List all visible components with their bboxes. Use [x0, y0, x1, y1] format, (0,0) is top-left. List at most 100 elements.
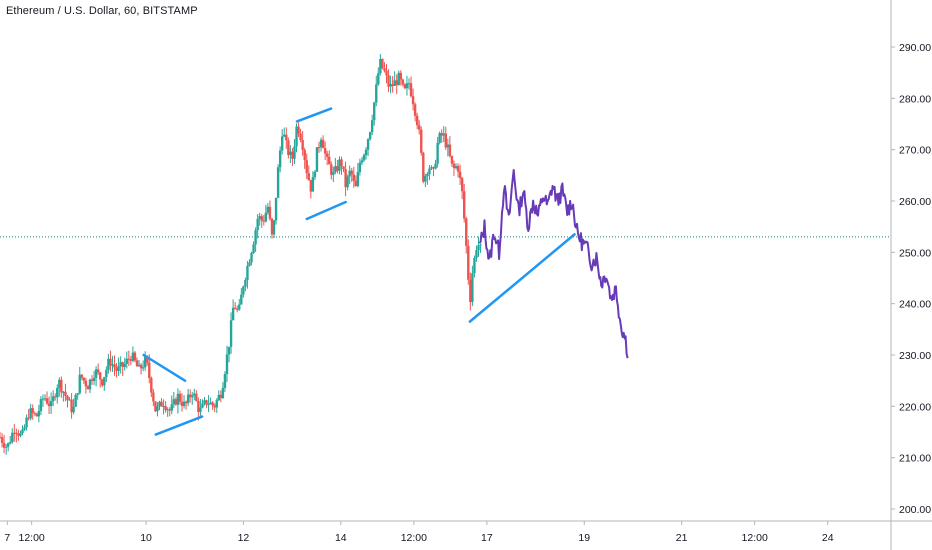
- trendlines[interactable]: [142, 107, 576, 436]
- candle-body: [303, 149, 306, 161]
- candle-body: [197, 400, 200, 412]
- candle-body: [262, 220, 265, 222]
- candle-body: [418, 125, 421, 130]
- candle-body: [475, 250, 478, 258]
- candle-body: [342, 166, 345, 170]
- candle-body: [260, 216, 263, 221]
- candle-body: [338, 159, 341, 171]
- candle-body: [27, 417, 30, 419]
- candle-body: [379, 59, 382, 74]
- candle-body: [119, 362, 122, 366]
- candle-body: [276, 167, 280, 198]
- candle-body: [238, 304, 241, 310]
- candle-body: [103, 377, 106, 386]
- candle-body: [397, 72, 400, 86]
- candle-body: [244, 279, 247, 287]
- candle-body: [348, 170, 351, 177]
- candle-body: [377, 73, 380, 85]
- candle-body: [442, 133, 445, 136]
- candle-body: [94, 369, 98, 378]
- candle-body: [62, 391, 65, 393]
- candle-body: [295, 126, 298, 147]
- candle-body: [211, 402, 214, 406]
- candle-body: [137, 364, 141, 367]
- candle-body: [381, 59, 384, 69]
- candle-body: [4, 446, 8, 448]
- candle-body: [6, 443, 10, 447]
- candle-body: [450, 155, 454, 164]
- candle-body: [454, 166, 458, 169]
- candle-body: [33, 412, 36, 414]
- candle-body: [43, 398, 47, 400]
- candle-body: [317, 147, 321, 149]
- candle-body: [162, 406, 165, 408]
- candle-body: [17, 433, 20, 436]
- candle-body: [115, 367, 118, 371]
- candle-body: [436, 142, 439, 164]
- x-tick-label: 12:00: [401, 532, 427, 544]
- candle-body: [471, 273, 474, 303]
- candle-body: [366, 139, 370, 150]
- candle-body: [438, 133, 441, 143]
- candle-body: [350, 170, 353, 175]
- candle-body: [229, 320, 233, 347]
- y-tick-label: 260.00: [899, 196, 931, 208]
- trendline[interactable]: [142, 353, 187, 382]
- candle-body: [334, 166, 337, 173]
- candle-body: [150, 378, 153, 393]
- candle-body: [129, 359, 133, 361]
- candle-body: [467, 245, 470, 280]
- candle-body: [90, 379, 94, 381]
- trendline[interactable]: [305, 200, 347, 221]
- candle-body: [415, 115, 419, 126]
- candle-body: [315, 147, 319, 172]
- y-tick-label: 210.00: [899, 453, 931, 465]
- candle-body: [0, 437, 2, 439]
- candle-body: [270, 218, 274, 235]
- candle-body: [76, 393, 79, 395]
- candle-body: [51, 396, 55, 402]
- candle-body: [64, 391, 67, 396]
- candle-body: [60, 379, 63, 393]
- candle-body: [56, 387, 59, 398]
- candle-body: [203, 400, 206, 404]
- candle-body: [133, 352, 137, 361]
- candle-body: [266, 206, 270, 213]
- candle-body: [13, 432, 16, 434]
- candle-body: [305, 160, 308, 174]
- candle-body: [395, 80, 398, 86]
- candle-body: [426, 174, 429, 177]
- candle-body: [139, 364, 143, 369]
- candle-body: [123, 363, 126, 367]
- candle-body: [462, 191, 466, 219]
- candle-body: [72, 406, 75, 413]
- x-tick-label: 7: [4, 532, 10, 544]
- candle-body: [287, 140, 290, 155]
- candle-body: [225, 354, 229, 375]
- trendline[interactable]: [468, 233, 576, 323]
- candle-body: [272, 220, 276, 235]
- chart-title: Ethereum / U.S. Dollar, 60, BITSTAMP: [6, 5, 198, 17]
- y-tick-label: 230.00: [899, 350, 931, 362]
- candle-body: [407, 83, 411, 85]
- candle-body: [143, 356, 147, 368]
- candle-body: [233, 307, 237, 309]
- candle-body: [164, 406, 167, 411]
- candle-body: [111, 364, 114, 366]
- trendline[interactable]: [154, 415, 204, 436]
- candle-body: [168, 409, 171, 411]
- candle-body: [236, 308, 239, 310]
- candle-body: [274, 197, 278, 221]
- candle-body: [207, 404, 210, 406]
- candle-body: [356, 172, 360, 187]
- candle-body: [328, 156, 331, 165]
- candle-body: [25, 417, 28, 428]
- candle-body: [370, 120, 374, 133]
- trendline[interactable]: [295, 107, 333, 123]
- y-tick-label: 280.00: [899, 93, 931, 105]
- candle-body: [178, 393, 182, 402]
- candle-body: [258, 216, 261, 219]
- candle-body: [141, 367, 145, 369]
